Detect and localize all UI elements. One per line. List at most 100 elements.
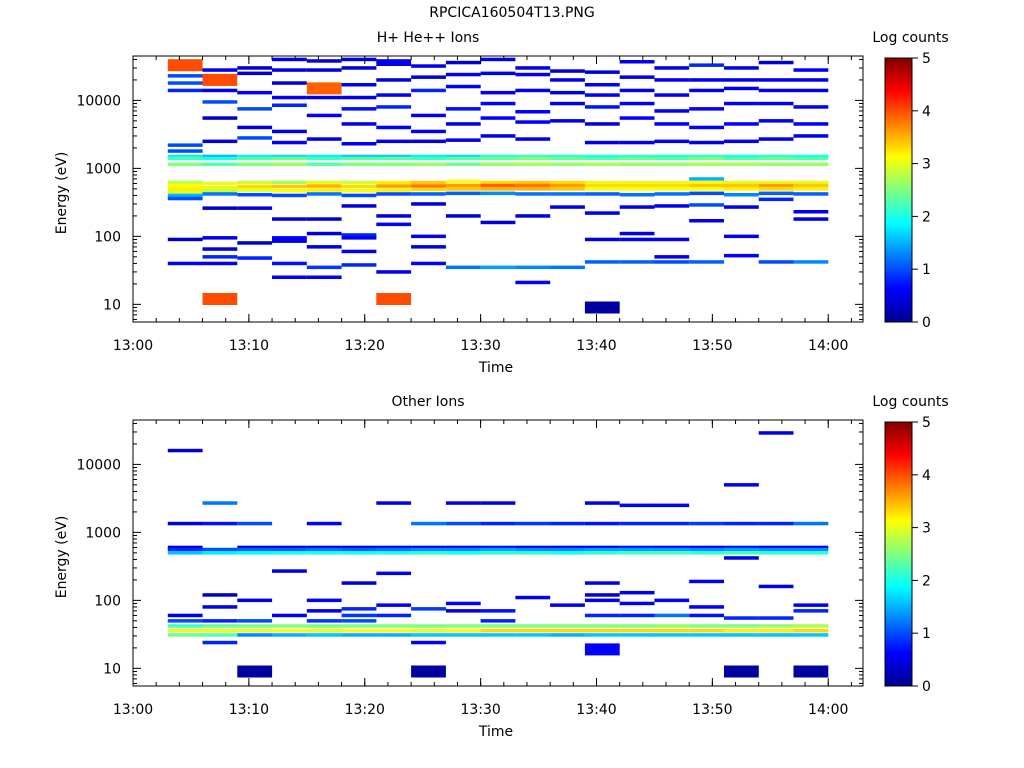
heatmap-cell [202,261,238,266]
heatmap-cell [724,234,759,239]
heatmap-cell [306,265,342,270]
heatmap-cell [202,162,238,166]
heatmap-cell [584,521,620,526]
heatmap-cell [445,547,481,552]
heatmap-cell [724,101,759,106]
heatmap-cell [341,107,377,111]
heatmap-cell [167,193,203,198]
heatmap-cell [376,78,412,82]
heatmap-cell [167,619,203,623]
heatmap-cell [724,253,759,258]
heatmap-cell [689,633,724,637]
heatmap-cell [272,275,307,279]
heatmap-cell [793,162,829,166]
heatmap-cell [654,521,690,526]
heatmap-cell [619,183,655,188]
heatmap-cell [167,187,203,191]
heatmap-cell [584,613,620,618]
heatmap-cell [445,521,481,526]
heatmap-cell [202,293,238,305]
heatmap-cell [445,601,481,606]
heatmap-cell [202,116,238,120]
heatmap-cell [584,301,620,314]
heatmap-cell [793,183,829,188]
heatmap-cell [619,101,655,106]
heatmap-cell [480,187,516,191]
heatmap-cell [445,187,481,191]
heatmap-cell [445,60,481,65]
heatmap-cell [237,598,273,603]
heatmap-cell [758,628,794,633]
heatmap-cell [654,154,690,159]
heatmap-cell [515,110,551,114]
heatmap-cell [272,103,307,107]
x-tick-label: 13:00 [113,338,153,354]
heatmap-cell [445,214,481,218]
heatmap-cell [654,109,690,113]
heatmap-cell [515,88,551,93]
heatmap-cell [376,93,412,97]
heatmap-cell [376,222,412,227]
heatmap-cell [411,162,446,166]
heatmap-cell [376,188,412,192]
heatmap-cell [758,88,794,93]
heatmap-cell [515,628,551,633]
heatmap-cell [202,633,238,637]
heatmap-cell [202,156,238,161]
heatmap-cell [515,633,551,637]
heatmap-cell [237,107,273,111]
heatmap-cell [376,162,412,166]
x-axis-label: Time [478,360,513,376]
heatmap-cell [619,503,655,508]
heatmap-cell [654,180,690,185]
heatmap-cell [689,545,724,550]
heatmap-cell [550,624,585,628]
heatmap-cell [411,184,446,188]
heatmap-cell [341,188,377,193]
heatmap-cell [550,603,585,607]
heatmap-cell [411,180,446,185]
heatmap-cell [411,64,446,68]
x-tick-label: 13:20 [345,338,385,354]
heatmap-cell [724,156,759,161]
x-tick-label: 13:50 [692,702,732,718]
heatmap-cell [445,501,481,505]
heatmap-cell [689,219,724,223]
heatmap-cell [480,619,516,623]
y-tick-label: 10000 [76,93,121,109]
heatmap-cell [758,180,794,185]
heatmap-cell [306,95,342,100]
heatmap-cell [480,154,516,159]
heatmap-cell [654,633,690,637]
heatmap-cell [550,90,585,95]
heatmap-cell [167,143,203,147]
colorbar-tick-label: 0 [922,315,931,331]
heatmap-cell [793,603,829,607]
heatmap-cell [619,180,655,185]
heatmap-cell [793,78,829,82]
heatmap-cell [445,162,481,166]
heatmap-cell [724,624,759,628]
heatmap-cell [167,88,203,93]
panel-title: Other Ions [391,394,464,410]
heatmap-cell [306,82,342,95]
heatmap-cell [724,139,759,144]
x-tick-label: 13:10 [229,702,269,718]
heatmap-cell [237,256,273,260]
heatmap-cell [619,260,655,264]
heatmap-cell [480,134,516,138]
heatmap-cell [376,633,412,637]
heatmap-cell [202,181,238,186]
heatmap-cell [550,78,585,82]
heatmap-cell [237,188,273,192]
heatmap-cell [793,122,829,126]
heatmap-cell [272,547,307,552]
heatmap-cells [167,431,829,678]
heatmap-cell [584,551,620,555]
heatmap-cell [584,545,620,550]
heatmap-cell [515,192,551,196]
heatmap-cell [445,72,481,77]
heatmap-cell [619,231,655,236]
heatmap-cell [724,122,759,126]
heatmap-cell [202,236,238,240]
